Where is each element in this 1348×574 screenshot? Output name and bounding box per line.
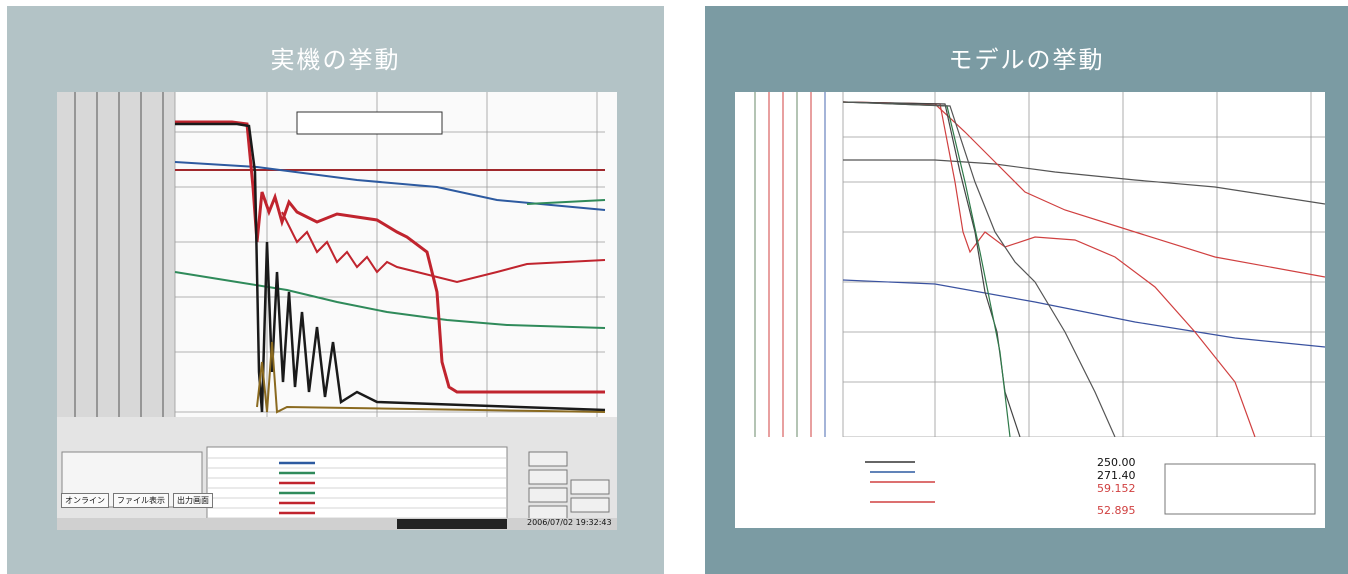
panel-title: 実機の挙動 <box>270 46 401 74</box>
output-screen-button[interactable]: 出力画面 <box>173 493 213 508</box>
reading-value-3: 59.152 <box>1097 482 1136 495</box>
actual-machine-recording: オンライン ファイル表示 出力画面 2006/07/02 19:32:43 <box>57 92 617 530</box>
model-behavior-panel: モデルの挙動 <box>705 6 1348 574</box>
reading-value-2: 271.40 <box>1097 469 1136 482</box>
reading-value-4: 52.895 <box>1097 504 1136 517</box>
model-simulation-recording: 250.00 271.40 59.152 52.895 <box>735 92 1325 528</box>
recording-chart <box>57 92 617 530</box>
reading-value-1: 250.00 <box>1097 456 1136 469</box>
online-button[interactable]: オンライン <box>61 493 109 508</box>
mode-buttons: オンライン ファイル表示 出力画面 <box>61 493 213 508</box>
file-view-button[interactable]: ファイル表示 <box>113 493 169 508</box>
simulation-chart <box>735 92 1325 528</box>
actual-behavior-panel: 実機の挙動 <box>7 6 664 574</box>
panel-title: モデルの挙動 <box>948 46 1105 74</box>
timestamp: 2006/07/02 19:32:43 <box>527 518 612 527</box>
